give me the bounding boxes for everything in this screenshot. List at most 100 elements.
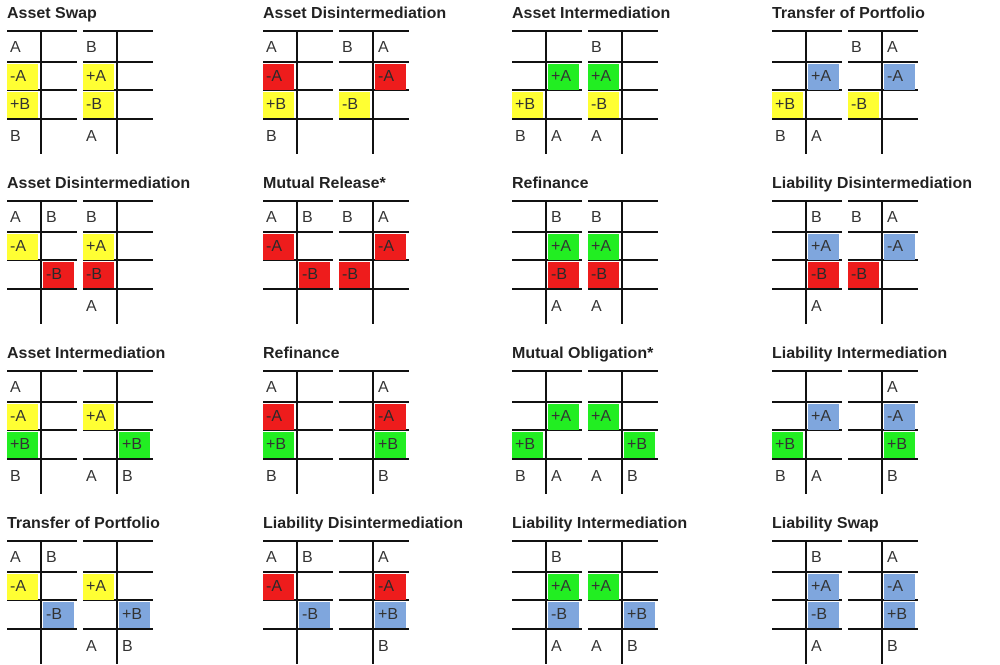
t-account-rule: [83, 118, 153, 120]
t-account-rule: [588, 231, 658, 233]
panel-title: Liability Swap: [772, 515, 879, 532]
t-account-rule: [772, 118, 842, 120]
entry-cell: -A: [7, 234, 38, 260]
entry-cell: -A: [263, 404, 294, 430]
t-account: A -A +B B: [848, 540, 918, 664]
t-account-rule: [588, 599, 658, 601]
entry-cell: -B: [339, 262, 370, 288]
t-account-rule: [83, 540, 153, 542]
t-account-divider: [116, 540, 118, 664]
t-account-rule: [263, 429, 333, 431]
t-account-rule: [7, 200, 77, 202]
t-account-rule: [339, 89, 409, 91]
t-account-rule: [7, 370, 77, 372]
t-account: +A +B A B: [588, 370, 658, 494]
t-account-rule: [588, 61, 658, 63]
t-account-rule: [83, 231, 153, 233]
entry-cell: -B: [548, 602, 579, 628]
t-account-divider: [545, 200, 547, 324]
t-account-rule: [263, 200, 333, 202]
t-account-rule: [339, 370, 409, 372]
entry-cell: +B: [772, 92, 803, 118]
entry-label: A: [10, 209, 21, 226]
t-account-rule: [588, 200, 658, 202]
t-account-rule: [7, 571, 77, 573]
t-account-rule: [339, 231, 409, 233]
t-account-divider: [116, 30, 118, 154]
t-account-divider: [372, 540, 374, 664]
panel-title: Asset Disintermediation: [263, 5, 447, 22]
entry-cell: -B: [848, 92, 879, 118]
t-account-rule: [339, 61, 409, 63]
t-account-divider: [40, 540, 42, 664]
entry-cell: +B: [119, 432, 150, 458]
entry-cell: -A: [884, 574, 915, 600]
entry-cell: -B: [43, 262, 74, 288]
entry-label: A: [551, 128, 562, 145]
entry-label: B: [851, 209, 862, 226]
t-account-rule: [339, 599, 409, 601]
t-account-rule: [848, 401, 918, 403]
transaction-panel: Transfer of Portfolio A B -A -B +A +B A B: [7, 515, 247, 665]
transaction-panel: Liability Disintermediation A B -A -B A -A +B B: [263, 515, 503, 665]
panel-title: Refinance: [512, 175, 589, 192]
t-account-divider: [545, 540, 547, 664]
entry-label: B: [627, 638, 638, 655]
entry-cell: -B: [848, 262, 879, 288]
entry-label: B: [122, 638, 133, 655]
t-account-rule: [7, 259, 77, 261]
panel-title: Asset Swap: [7, 5, 97, 22]
entry-cell: -A: [263, 574, 294, 600]
entry-label: B: [887, 638, 898, 655]
entry-cell: +A: [83, 574, 114, 600]
t-account-rule: [83, 89, 153, 91]
entry-label: B: [10, 128, 21, 145]
entry-label: B: [378, 468, 389, 485]
t-account-rule: [848, 458, 918, 460]
entry-cell: -B: [808, 262, 839, 288]
entry-label: A: [591, 468, 602, 485]
t-account-rule: [772, 599, 842, 601]
entry-cell: -A: [375, 234, 406, 260]
t-account-rule: [588, 259, 658, 261]
entry-label: A: [887, 379, 898, 396]
t-account-rule: [83, 401, 153, 403]
entry-label: A: [811, 298, 822, 315]
t-account-rule: [83, 370, 153, 372]
entry-cell: +B: [624, 602, 655, 628]
transaction-panel: Liability Disintermediation B +A -B A B A -A -B: [772, 175, 1000, 325]
t-account-rule: [263, 89, 333, 91]
t-account-divider: [372, 370, 374, 494]
t-account-rule: [83, 599, 153, 601]
panel-title: Transfer of Portfolio: [7, 515, 160, 532]
entry-cell: +B: [512, 432, 543, 458]
t-account-divider: [296, 200, 298, 324]
entry-label: A: [266, 379, 277, 396]
t-account-rule: [512, 429, 582, 431]
entry-cell: -A: [375, 404, 406, 430]
t-account-rule: [588, 458, 658, 460]
entry-label: A: [266, 209, 277, 226]
t-account-rule: [772, 571, 842, 573]
panel-title: Liability Intermediation: [772, 345, 948, 362]
t-account-rule: [512, 458, 582, 460]
t-account-rule: [588, 30, 658, 32]
panel-title: Transfer of Portfolio: [772, 5, 925, 22]
entry-label: B: [86, 39, 97, 56]
entry-label: A: [887, 209, 898, 226]
entry-label: A: [887, 39, 898, 56]
entry-label: A: [811, 128, 822, 145]
transaction-panel: Asset Disintermediation A B -A -B B +A -B A: [7, 175, 247, 325]
entry-cell: +A: [548, 404, 579, 430]
t-account-divider: [116, 200, 118, 324]
transaction-panel: Asset Disintermediation A -A +B B B A -A -B: [263, 5, 503, 155]
entry-label: B: [515, 468, 526, 485]
entry-cell: +A: [808, 404, 839, 430]
entry-cell: +B: [375, 432, 406, 458]
t-account-rule: [7, 401, 77, 403]
t-account-rule: [512, 628, 582, 630]
entry-label: B: [302, 209, 313, 226]
t-account-rule: [263, 401, 333, 403]
entry-cell: -A: [375, 574, 406, 600]
t-account-rule: [339, 540, 409, 542]
